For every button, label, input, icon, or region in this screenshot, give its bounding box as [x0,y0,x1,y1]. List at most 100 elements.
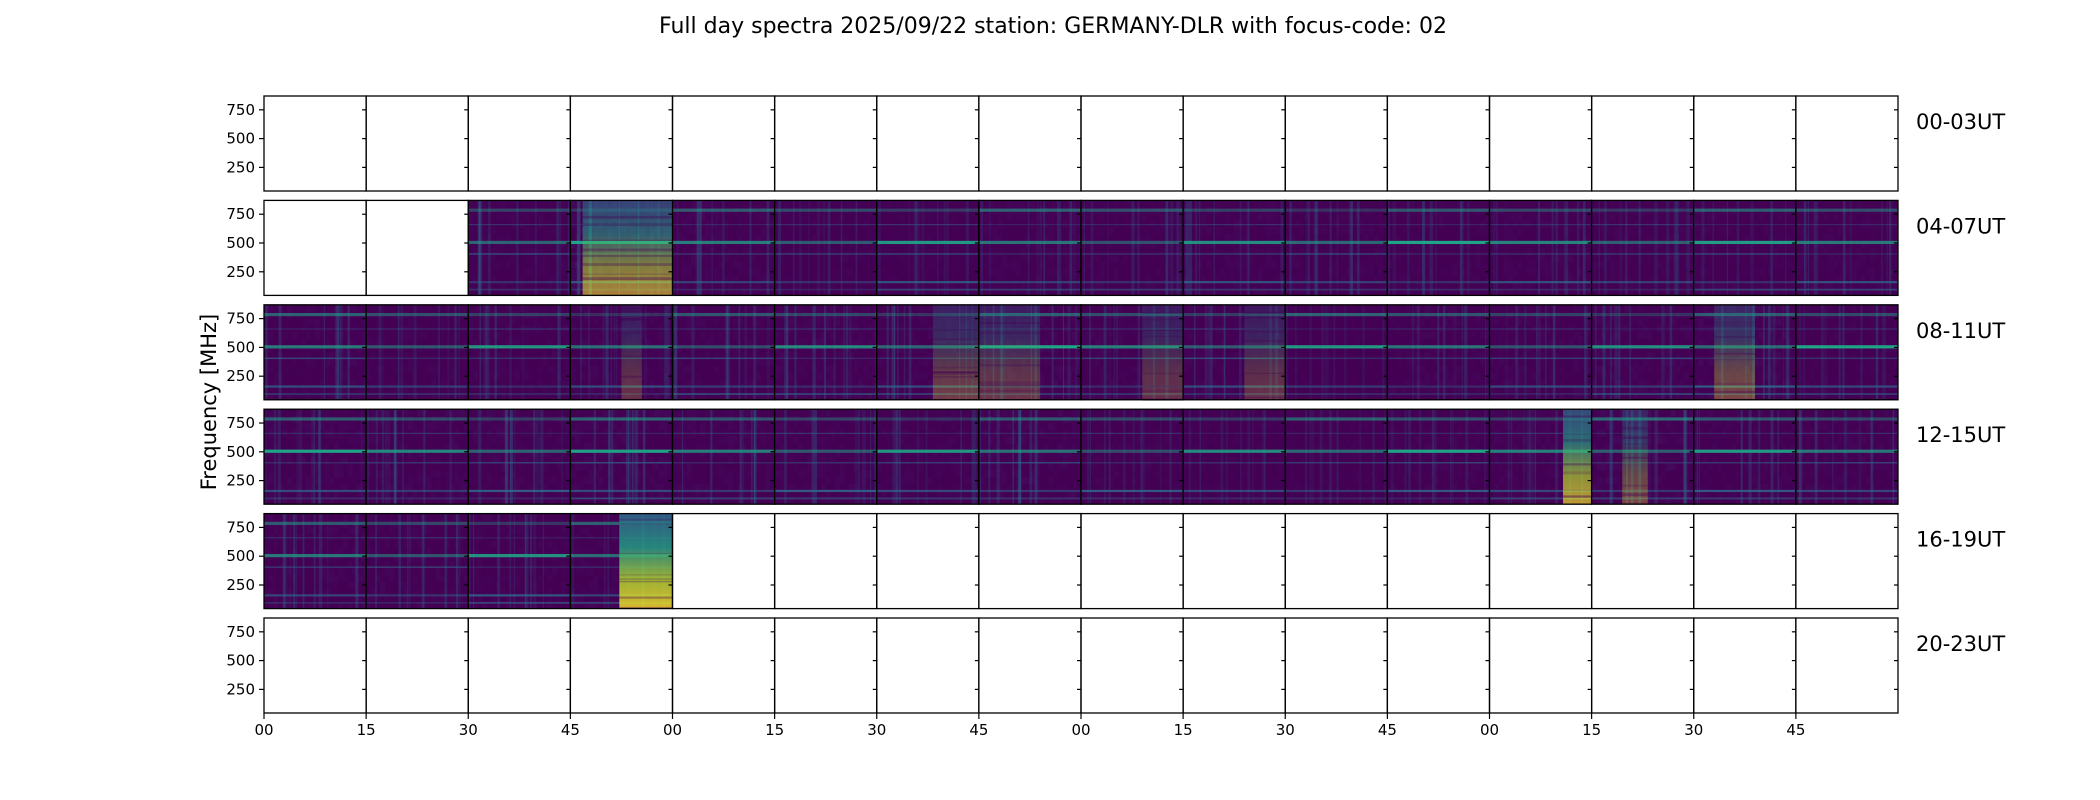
spectrum-cell [1359,281,1365,290]
spectrum-cell [435,304,441,312]
spectrum-cell [1340,227,1346,235]
time-streak [1051,304,1054,400]
spectrum-cell [1206,372,1212,380]
spectrum-cell [1484,275,1490,283]
spectrum-cell [700,268,706,276]
time-streak [1211,304,1213,400]
spectrum-cell [1364,207,1370,215]
time-streak [1083,200,1085,296]
spectrum-cell [1099,331,1105,340]
spectrum-cell [756,304,762,312]
spectrum-cell [1777,213,1783,222]
spectrum-cell [1805,254,1811,262]
spectrum-cell [1331,379,1337,387]
spectrum-cell [356,386,362,394]
time-streak [1493,200,1495,296]
spectrum-cell [1206,318,1212,326]
spectrum-cell [1661,241,1667,249]
spectrum-cell [848,379,854,387]
spectrum-cell [1262,207,1268,215]
spectrum-cell [1020,213,1026,222]
spectrum-cell [718,379,724,387]
spectrum-cell [761,332,766,339]
spectrum-cell [1689,247,1695,256]
spectrum-cell [519,365,525,374]
spectrum-cell [1113,268,1119,276]
spectrum-cell [468,318,474,326]
time-streak [1582,200,1586,296]
time-streak [1686,200,1690,296]
spectrum-cell [1586,200,1593,208]
spectrum-cell [649,318,655,326]
spectrum-cell [528,227,534,235]
spectrum-cell [612,318,618,326]
spectrum-cell [1067,359,1073,367]
spectrum-cell [1443,228,1448,235]
spectrum-cell [533,200,539,208]
spectrum-cell [1754,234,1760,242]
spectrum-cell [1744,268,1750,276]
emission-line [1693,208,1796,212]
spectrum-cell [1554,207,1560,215]
spectrum-cell [1294,352,1300,360]
spectrum-cell [1369,261,1374,268]
spectrum-cell [672,200,678,208]
spectrum-cell [500,241,506,249]
time-streak [1770,200,1773,296]
spectrum-cell [1183,241,1189,249]
spectrum-cell [1345,352,1351,360]
spectrum-cell [723,359,729,367]
spectrum-cell [482,261,487,268]
spectrum-cell [500,325,506,333]
spectrum-cell [537,365,543,374]
spectrum-cell [1197,207,1203,215]
spectrum-cell [291,372,297,380]
spectrum-cell [700,254,706,262]
spectrum-cell [1438,213,1444,222]
spectrum-cell [1647,241,1653,249]
spectrum-cell [1828,261,1834,269]
spectrum-cell [1016,268,1022,276]
spectrum-cell [1053,379,1059,387]
spectrum-cell [1002,254,1008,262]
time-streak [397,304,400,400]
spectrum-cell [1805,275,1811,283]
spectrum-cell [1332,228,1337,235]
time-streak [965,200,969,296]
spectrum-cell [830,379,836,387]
spectrum-cell [1136,241,1142,249]
spectrum-cell [1113,393,1119,401]
burst-gap [1244,316,1286,319]
spectrum-panel [978,304,1082,401]
spectrum-cell [501,305,506,312]
spectrum-cell [1122,318,1128,326]
spectrum-cell [1438,255,1443,262]
spectrum-cell [1549,200,1555,208]
time-streak [488,200,491,296]
spectrum-cell [659,318,664,325]
spectrum-cell [366,359,372,367]
spectrum-cell [389,386,395,394]
spectrum-background [1591,200,1694,296]
spectrum-cell [1057,254,1063,262]
emission-line [876,328,979,330]
spectrum-cell [1234,227,1240,235]
spectrum-cell [751,288,757,296]
spectrum-cell [1308,227,1314,235]
spectrum-cell [1828,254,1834,262]
spectrum-cell [472,372,478,380]
spectrum-cell [927,234,933,242]
spectrum-cell [458,325,465,333]
time-streak [454,304,457,400]
spectrum-cell [1605,227,1611,235]
spectrum-cell [1067,227,1073,235]
spectrum-cell [844,268,850,276]
spectrum-cell [760,393,766,401]
spectrum-cell [1187,275,1193,283]
spectrum-cell [468,200,474,208]
spectrum-cell [361,318,367,326]
spectrum-cell [473,200,478,207]
spectrum-cell [909,241,915,249]
spectrum-cell [788,247,794,256]
spectrum-cell [1452,288,1458,296]
